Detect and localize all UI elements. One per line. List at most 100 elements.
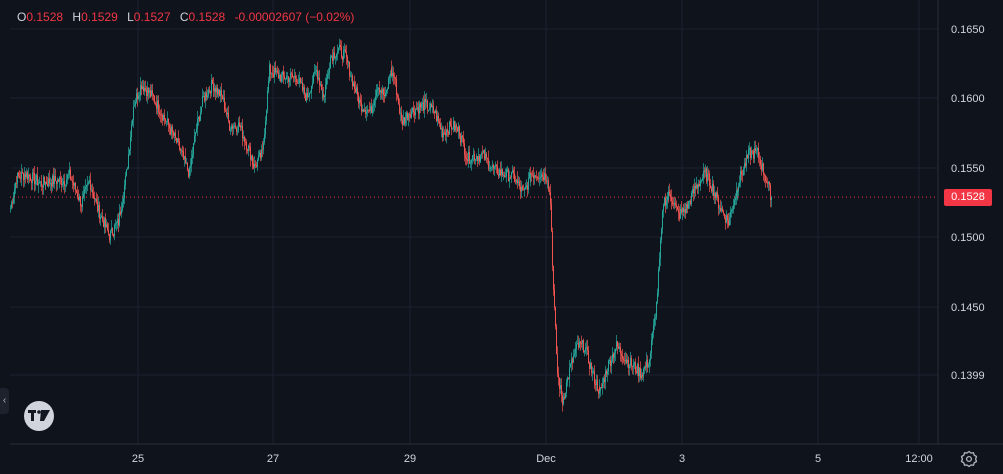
candle bbox=[659, 252, 660, 272]
candle bbox=[676, 200, 677, 212]
candle-body bbox=[315, 71, 316, 73]
candle-body bbox=[608, 360, 609, 372]
candle bbox=[357, 83, 358, 102]
candle-body bbox=[619, 346, 620, 349]
candle bbox=[192, 146, 193, 164]
candle bbox=[580, 341, 581, 351]
candle-body bbox=[520, 186, 521, 192]
candle-body bbox=[432, 105, 433, 108]
candle-body bbox=[458, 126, 459, 132]
candle bbox=[203, 91, 204, 98]
candle-body bbox=[469, 151, 470, 164]
candle-body bbox=[470, 163, 471, 164]
candle-body bbox=[39, 182, 40, 184]
candle-body bbox=[172, 126, 173, 132]
candle bbox=[666, 195, 667, 210]
candle-body bbox=[244, 137, 245, 142]
open-label: O bbox=[17, 10, 27, 24]
candle bbox=[32, 168, 33, 190]
candle-body bbox=[194, 135, 195, 144]
candle-body bbox=[210, 91, 211, 94]
candle-body bbox=[383, 88, 384, 95]
candle bbox=[148, 87, 149, 100]
candle bbox=[194, 129, 195, 145]
candle bbox=[554, 283, 555, 311]
candle-body bbox=[722, 208, 723, 212]
candle-body bbox=[253, 163, 254, 168]
candle-body bbox=[628, 359, 629, 368]
candle bbox=[286, 71, 287, 80]
settings-gear-icon[interactable] bbox=[960, 450, 978, 468]
candle bbox=[147, 81, 148, 104]
candle bbox=[681, 201, 682, 215]
candle-body bbox=[391, 68, 392, 77]
candle bbox=[367, 104, 368, 117]
candle-body bbox=[599, 387, 600, 394]
candle-body bbox=[771, 197, 772, 200]
candle-body bbox=[442, 128, 443, 138]
candle-body bbox=[104, 218, 105, 228]
tradingview-logo-icon[interactable] bbox=[24, 401, 54, 431]
candle-body bbox=[252, 161, 253, 164]
candle bbox=[535, 174, 536, 179]
price-axis[interactable]: 0.1650 0.1600 0.1550 0.1500 0.1450 0.139… bbox=[951, 24, 985, 382]
candle bbox=[719, 204, 720, 214]
candle bbox=[18, 171, 19, 178]
candle-body bbox=[710, 185, 711, 189]
candle bbox=[42, 184, 43, 196]
candle-body bbox=[154, 96, 155, 103]
candle bbox=[103, 216, 104, 228]
candle-body bbox=[651, 340, 652, 354]
candle bbox=[427, 99, 428, 115]
candle-body bbox=[769, 182, 770, 185]
candle-body bbox=[692, 189, 693, 194]
candle bbox=[624, 352, 625, 366]
high-label: H bbox=[72, 10, 82, 24]
candle bbox=[164, 109, 165, 126]
candle-body bbox=[597, 380, 598, 392]
candle-body bbox=[126, 169, 127, 176]
candle-body bbox=[376, 90, 377, 97]
candle-body bbox=[400, 112, 401, 114]
candle-body bbox=[162, 115, 163, 121]
candle bbox=[513, 167, 514, 179]
collapse-chevron-icon[interactable]: ‹ bbox=[0, 388, 9, 414]
candle-body bbox=[663, 205, 664, 211]
candle bbox=[602, 377, 603, 395]
candle bbox=[38, 179, 39, 193]
candle bbox=[583, 338, 584, 354]
candle bbox=[578, 335, 579, 350]
candle bbox=[430, 101, 431, 114]
candle bbox=[126, 168, 127, 177]
candle bbox=[239, 115, 240, 128]
candle-body bbox=[505, 176, 506, 178]
candle-body bbox=[228, 112, 229, 121]
candle bbox=[35, 174, 36, 191]
candle-body bbox=[366, 111, 367, 114]
candle bbox=[206, 86, 207, 102]
candle-body bbox=[546, 179, 547, 182]
candle bbox=[318, 70, 319, 81]
candle-body bbox=[322, 94, 323, 96]
candle bbox=[735, 193, 736, 206]
time-axis[interactable]: 25 27 29 Dec 3 5 12:00 bbox=[132, 453, 933, 465]
candle bbox=[530, 173, 531, 187]
candle bbox=[73, 174, 74, 193]
candle-body bbox=[21, 172, 22, 179]
candle bbox=[204, 91, 205, 103]
candle-body bbox=[466, 158, 467, 160]
candle-body bbox=[596, 380, 597, 385]
candle bbox=[215, 85, 216, 101]
candle-body bbox=[676, 204, 677, 207]
grid-lines bbox=[10, 0, 938, 444]
candle-body bbox=[420, 103, 421, 108]
candle-body bbox=[416, 108, 417, 110]
candle-body bbox=[749, 147, 750, 150]
candle bbox=[575, 342, 576, 359]
candle-body bbox=[101, 216, 102, 218]
candle-body bbox=[216, 87, 217, 93]
candle bbox=[622, 348, 623, 365]
candle-body bbox=[198, 116, 199, 120]
candle-body bbox=[151, 90, 152, 97]
